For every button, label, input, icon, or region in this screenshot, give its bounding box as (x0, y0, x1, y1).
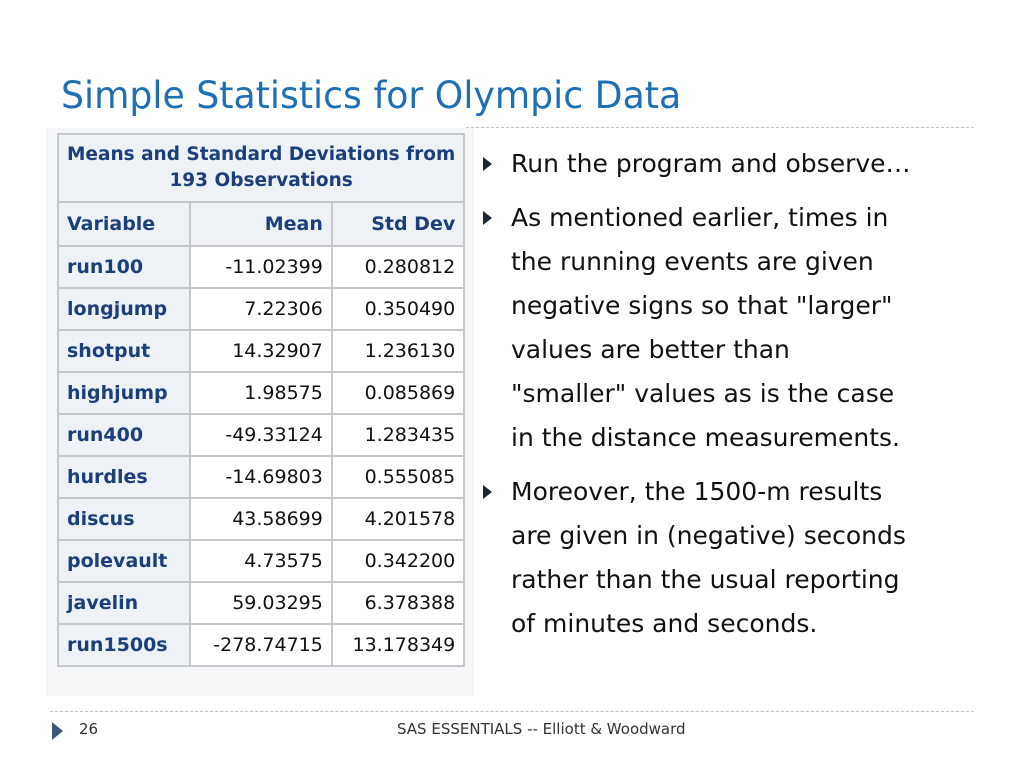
bullet-line: "smaller" values as is the case (511, 379, 895, 408)
std-dev-cell: 0.555085 (330, 455, 466, 499)
bullet-line: Run the program and observe… (511, 149, 911, 178)
bullet-line: are given in (negative) seconds (511, 521, 906, 550)
bullet-line: values are better than (511, 335, 790, 364)
mean-cell: -11.02399 (189, 245, 333, 289)
bullet-arrow-icon (483, 485, 492, 499)
std-dev-cell: 13.178349 (330, 623, 466, 667)
std-dev-cell: 0.280812 (330, 245, 466, 289)
table-row: shotput 14.32907 1.236130 (56, 329, 466, 373)
title-divider (466, 127, 974, 128)
column-header-std-dev: Std Dev (330, 201, 466, 247)
bullet-line: rather than the usual reporting (511, 565, 900, 594)
bullet-list: Run the program and observe… As mentione… (483, 142, 1003, 656)
table-row: longjump 7.22306 0.350490 (56, 287, 466, 331)
table-row: javelin 59.03295 6.378388 (56, 581, 466, 625)
bullet-item: Moreover, the 1500-m results are given i… (483, 470, 1003, 646)
column-header-variable: Variable (56, 201, 192, 247)
slide-title: Simple Statistics for Olympic Data (61, 74, 682, 117)
table-row: discus 43.58699 4.201578 (56, 497, 466, 541)
bullet-item: Run the program and observe… (483, 142, 1003, 186)
variable-cell: run100 (56, 245, 192, 289)
std-dev-cell: 4.201578 (330, 497, 466, 541)
bullet-line: in the distance measurements. (511, 423, 900, 452)
mean-cell: 7.22306 (189, 287, 333, 331)
footer-divider (50, 711, 974, 712)
column-header-mean: Mean (189, 201, 333, 247)
bullet-line: As mentioned earlier, times in (511, 203, 889, 232)
table-row: polevault 4.73575 0.342200 (56, 539, 466, 583)
variable-cell: longjump (56, 287, 192, 331)
table-row: highjump 1.98575 0.085869 (56, 371, 466, 415)
std-dev-cell: 0.350490 (330, 287, 466, 331)
std-dev-cell: 0.342200 (330, 539, 466, 583)
mean-cell: 43.58699 (189, 497, 333, 541)
table-row: hurdles -14.69803 0.555085 (56, 455, 466, 499)
bullet-line: the running events are given (511, 247, 874, 276)
table-caption-line2: 193 Observations (169, 170, 353, 191)
page-number: 26 (79, 720, 99, 738)
bullet-arrow-icon (483, 211, 492, 225)
variable-cell: highjump (56, 371, 192, 415)
bullet-line: Moreover, the 1500-m results (511, 477, 883, 506)
footer-text: SAS ESSENTIALS -- Elliott & Woodward (397, 720, 686, 738)
stats-table-panel: Means and Standard Deviations from 193 O… (46, 128, 474, 696)
bullet-arrow-icon (483, 157, 492, 171)
variable-cell: discus (56, 497, 192, 541)
variable-cell: run1500s (56, 623, 192, 667)
variable-cell: hurdles (56, 455, 192, 499)
variable-cell: run400 (56, 413, 192, 457)
mean-cell: 4.73575 (189, 539, 333, 583)
std-dev-cell: 0.085869 (330, 371, 466, 415)
mean-cell: 1.98575 (189, 371, 333, 415)
mean-cell: -14.69803 (189, 455, 333, 499)
bullet-line: negative signs so that "larger" (511, 291, 893, 320)
variable-cell: polevault (56, 539, 192, 583)
std-dev-cell: 6.378388 (330, 581, 466, 625)
variable-cell: javelin (56, 581, 192, 625)
mean-cell: 59.03295 (189, 581, 333, 625)
bullet-item: As mentioned earlier, times in the runni… (483, 196, 1003, 460)
bullet-line: of minutes and seconds. (511, 609, 818, 638)
table-row: run400 -49.33124 1.283435 (56, 413, 466, 457)
std-dev-cell: 1.283435 (330, 413, 466, 457)
table-row: run1500s -278.74715 13.178349 (56, 623, 466, 667)
footer-arrow-icon (52, 722, 63, 740)
std-dev-cell: 1.236130 (330, 329, 466, 373)
mean-cell: -278.74715 (189, 623, 333, 667)
mean-cell: -49.33124 (189, 413, 333, 457)
table-row: run100 -11.02399 0.280812 (56, 245, 466, 289)
mean-cell: 14.32907 (189, 329, 333, 373)
table-caption-line1: Means and Standard Deviations from (67, 144, 456, 165)
variable-cell: shotput (56, 329, 192, 373)
stats-table: Means and Standard Deviations from 193 O… (56, 133, 466, 667)
table-caption: Means and Standard Deviations from 193 O… (56, 133, 466, 203)
